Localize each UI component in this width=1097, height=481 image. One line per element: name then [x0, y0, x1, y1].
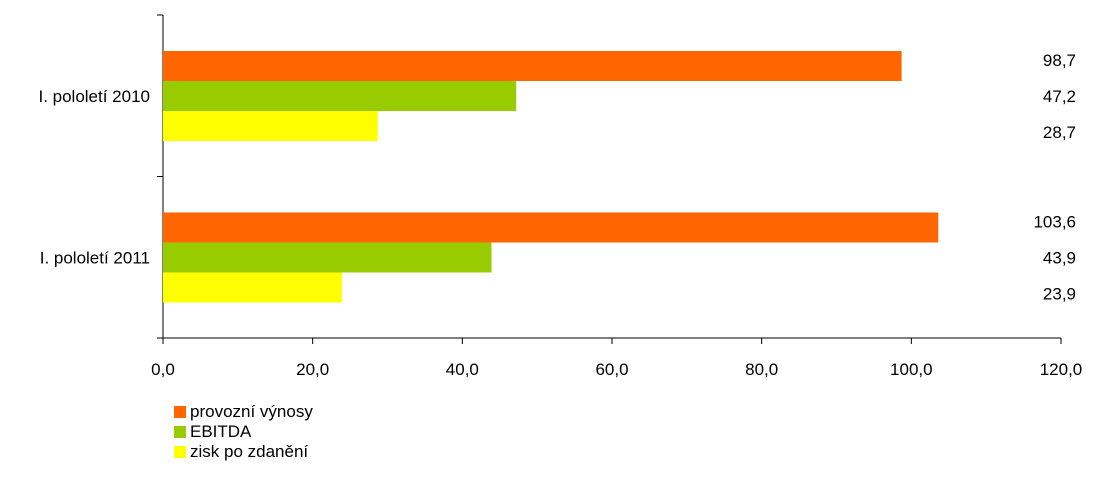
legend-item: EBITDA — [174, 422, 313, 442]
bar — [163, 272, 342, 303]
legend-label: zisk po zdanění — [190, 442, 309, 461]
data-label: 23,9 — [1043, 285, 1076, 304]
data-label: 47,2 — [1043, 87, 1076, 106]
bar — [163, 51, 902, 81]
bars — [163, 51, 939, 303]
legend: provozní výnosy EBITDA zisk po zdanění — [174, 402, 313, 462]
bar-chart: 0,0 20,0 40,0 60,0 80,0 100,0 120,0 I. pololetí… — [38, 14, 1083, 379]
legend-item: zisk po zdanění — [174, 442, 313, 462]
category-label: I. pololetí 2010 — [38, 87, 150, 106]
legend-swatch — [174, 426, 186, 438]
data-label: 28,7 — [1043, 123, 1076, 142]
legend-swatch — [174, 446, 186, 458]
data-labels: 98,7 47,2 28,7 103,6 43,9 23,9 — [1033, 51, 1076, 304]
data-label: 98,7 — [1043, 51, 1076, 70]
x-tick-label: 60,0 — [595, 360, 628, 379]
x-tick-label: 40,0 — [446, 360, 479, 379]
bar — [163, 242, 492, 273]
legend-item: provozní výnosy — [174, 402, 313, 422]
x-tick-label: 100,0 — [890, 360, 933, 379]
bar — [163, 81, 517, 111]
x-tick-label: 80,0 — [745, 360, 778, 379]
category-label: I. pololetí 2011 — [40, 249, 150, 268]
legend-swatch — [174, 406, 186, 418]
axes: 0,0 20,0 40,0 60,0 80,0 100,0 120,0 I. pololetí… — [38, 14, 1083, 379]
x-tick-label: 20,0 — [296, 360, 329, 379]
legend-label: provozní výnosy — [190, 402, 313, 421]
x-tick-label: 0,0 — [151, 360, 175, 379]
data-label: 103,6 — [1033, 213, 1076, 232]
bar — [163, 111, 378, 141]
legend-label: EBITDA — [190, 422, 252, 441]
bar — [163, 212, 939, 243]
x-tick-label: 120,0 — [1040, 360, 1083, 379]
data-label: 43,9 — [1043, 249, 1076, 268]
